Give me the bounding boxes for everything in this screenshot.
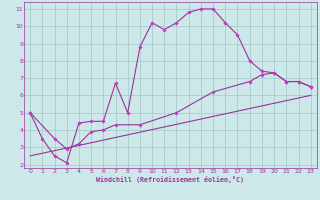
X-axis label: Windchill (Refroidissement éolien,°C): Windchill (Refroidissement éolien,°C) bbox=[96, 176, 244, 183]
